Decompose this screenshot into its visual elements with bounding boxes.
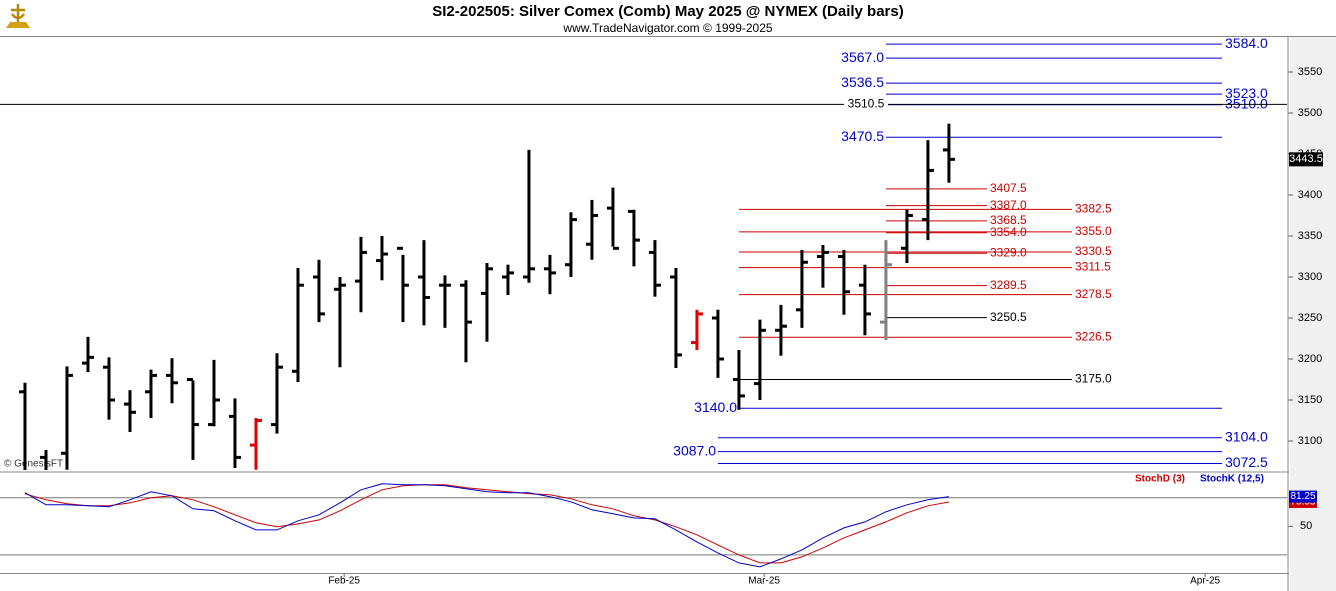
stoch-line	[24, 484, 949, 564]
y-tick-label: 3200	[1298, 353, 1322, 365]
level-label: 3382.5	[1075, 202, 1112, 216]
stoch-line	[24, 483, 949, 568]
level-label: 3226.5	[1075, 329, 1112, 343]
level-label: 3470.5	[841, 128, 884, 144]
level-label: 3567.0	[841, 49, 884, 65]
last-price-box	[1289, 152, 1323, 167]
legend-entry: StochD (3)	[1135, 474, 1185, 485]
last-value-box	[1289, 490, 1317, 503]
y-tick-label: 3100	[1298, 435, 1322, 447]
level-label: 3104.0	[1225, 428, 1268, 444]
level-label: 3140.0	[694, 399, 737, 415]
level-label: 3510.5	[848, 97, 885, 111]
level-label: 3289.5	[990, 278, 1027, 292]
x-tick-label: Feb-25	[328, 576, 360, 587]
level-label: 3175.0	[1075, 372, 1112, 386]
y-tick-label: 3150	[1298, 394, 1322, 406]
y-tick-label: 3500	[1298, 107, 1322, 119]
level-label: 3354.0	[990, 225, 1027, 239]
level-label: 3523.0	[1225, 85, 1268, 101]
level-label: 3278.5	[1075, 287, 1112, 301]
level-label: 3536.5	[841, 74, 884, 90]
level-label: 3387.0	[990, 198, 1027, 212]
watermark: © GenesisFT	[4, 459, 63, 470]
chart-title: SI2-202505: Silver Comex (Comb) May 2025…	[432, 3, 903, 20]
level-label-bg	[844, 97, 888, 112]
last-price-label: 3443.5	[1289, 153, 1323, 165]
y-tick-label: 3550	[1298, 66, 1322, 78]
y-tick-label: 3250	[1298, 312, 1322, 324]
level-label: 3510.0	[1225, 96, 1268, 112]
level-label: 3311.5	[1075, 260, 1111, 274]
x-tick-label: Mar-25	[748, 576, 780, 587]
x-tick-label: Apr-25	[1190, 576, 1220, 587]
level-label: 3329.0	[990, 245, 1027, 259]
level-label: 3368.5	[990, 213, 1027, 227]
chart-subtitle: www.TradeNavigator.com © 1999-2025	[562, 21, 772, 35]
y-tick-label: 3400	[1298, 189, 1322, 201]
logo	[6, 4, 30, 28]
level-label: 3355.0	[1075, 224, 1112, 238]
y-tick-label: 3300	[1298, 271, 1322, 283]
level-label: 3584.0	[1225, 35, 1268, 51]
y-tick-label: 50	[1300, 520, 1312, 532]
level-label: 3250.5	[990, 310, 1027, 324]
legend-entry: StochK (12,5)	[1200, 474, 1264, 485]
level-label: 3407.5	[990, 181, 1027, 195]
level-label: 3087.0	[673, 442, 716, 458]
level-label: 3072.5	[1225, 454, 1268, 470]
level-label: 3330.5	[1075, 244, 1112, 258]
price-bars	[18, 123, 955, 470]
y-tick-label: 3350	[1298, 230, 1322, 242]
last-value-label: 81.25	[1290, 491, 1315, 502]
